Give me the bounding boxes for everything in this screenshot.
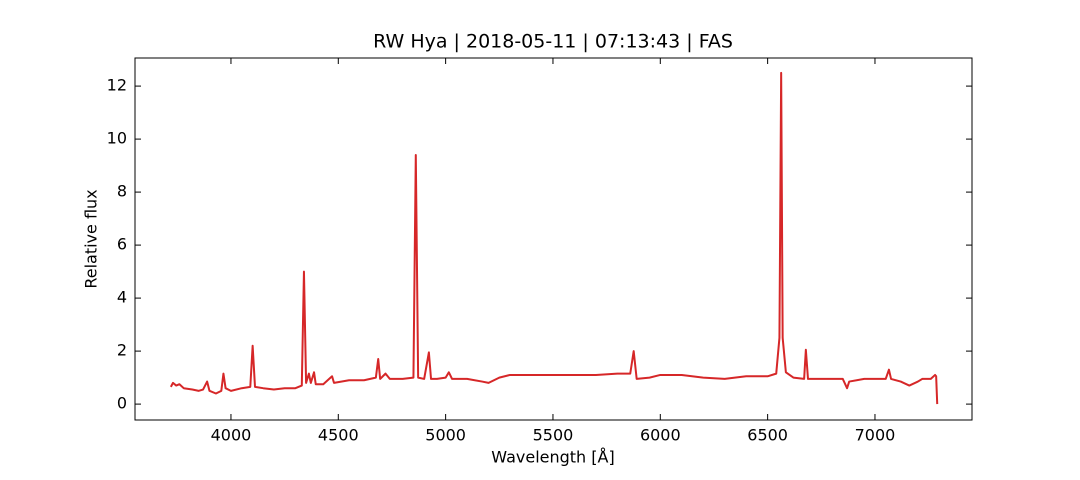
y-tick-label: 0	[117, 394, 127, 413]
plot-frame	[134, 57, 973, 421]
x-tick-label: 4500	[318, 426, 359, 445]
y-tick-label: 10	[107, 129, 127, 148]
y-tick-label: 2	[117, 341, 127, 360]
spectrum-line	[169, 71, 939, 405]
y-axis-label: Relative flux	[82, 189, 101, 288]
x-axis-label: Wavelength [Å]	[491, 448, 614, 467]
x-tick-label: 5000	[425, 426, 466, 445]
x-tick-label: 6500	[747, 426, 788, 445]
y-tick-label: 8	[117, 182, 127, 201]
y-tick-label: 12	[107, 76, 127, 95]
y-tick-label: 4	[117, 288, 127, 307]
x-tick-label: 5500	[533, 426, 574, 445]
chart-title: RW Hya | 2018-05-11 | 07:13:43 | FAS	[373, 31, 733, 53]
x-tick-label: 4000	[211, 426, 252, 445]
x-tick-label: 7000	[855, 426, 896, 445]
x-tick-label: 6000	[640, 426, 681, 445]
y-tick-label: 6	[117, 235, 127, 254]
